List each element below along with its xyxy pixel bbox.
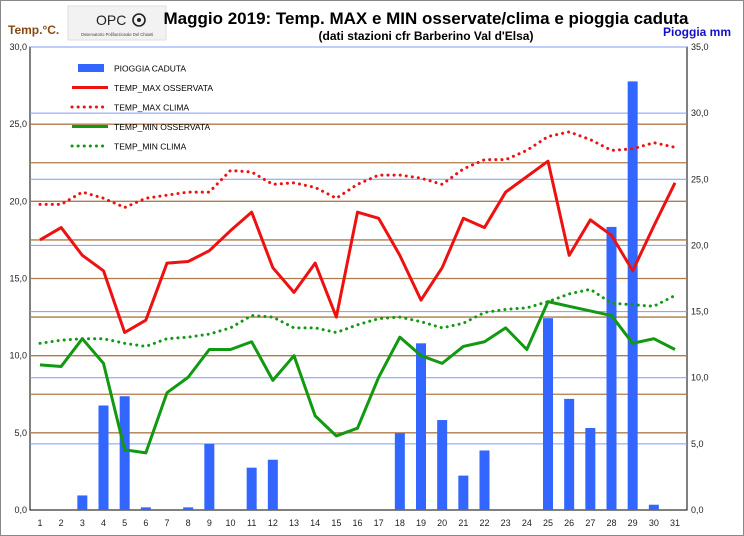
y-tick-right-label: 5,0: [691, 439, 704, 449]
legend-label: TEMP_MIN CLIMA: [114, 142, 187, 152]
y-tick-left-label: 30,0: [9, 42, 27, 52]
logo-text: OPC: [96, 12, 126, 28]
rain-bar: [204, 443, 215, 510]
rain-bar: [648, 504, 659, 510]
rain-bar: [606, 226, 617, 510]
y-tick-left-label: 25,0: [9, 119, 27, 129]
x-tick-label: 13: [289, 518, 299, 528]
x-tick-label: 30: [649, 518, 659, 528]
rain-bar: [140, 507, 151, 510]
y-tick-right-label: 15,0: [691, 307, 709, 317]
bar-series: [77, 81, 659, 510]
rain-bar: [627, 81, 638, 510]
y-tick-right-label: 0,0: [691, 505, 704, 515]
axes: 0,0 5,0 10,0 15,0 20,0 25,0 30,0 0,0 5,0 10,0 15,0…: [9, 42, 708, 528]
logo-subtext: Osservatorio Polifunzionale Del Chianti: [81, 32, 154, 37]
x-tick-label: 29: [628, 518, 638, 528]
y-axis-right-label: Pioggia mm: [663, 25, 731, 39]
rain-bar: [394, 433, 405, 510]
y-tick-left-label: 20,0: [9, 196, 27, 206]
logo: OPC Osservatorio Polifunzionale Del Chia…: [67, 5, 167, 41]
x-tick-label: 2: [59, 518, 64, 528]
y-tick-left-label: 0,0: [14, 505, 27, 515]
rain-bar: [119, 396, 130, 510]
x-tick-label: 21: [458, 518, 468, 528]
chart-title: Maggio 2019: Temp. MAX e MIN osservate/c…: [164, 9, 689, 28]
temp-min-clima-line: [38, 287, 677, 348]
x-tick-label: 27: [585, 518, 595, 528]
x-tick-label: 4: [101, 518, 106, 528]
y-axis-left-label: Temp.°C.: [8, 23, 59, 37]
x-tick-label: 17: [374, 518, 384, 528]
x-tick-label: 11: [247, 518, 256, 528]
x-tick-label: 5: [122, 518, 127, 528]
x-tick-label: 28: [606, 518, 616, 528]
rain-bar: [479, 450, 490, 510]
rain-bar: [585, 427, 596, 510]
temp-max-clima-line: [38, 130, 677, 210]
x-tick-label: 24: [522, 518, 532, 528]
temp-min-osservata-line: [39, 300, 676, 455]
x-tick-label: 8: [186, 518, 191, 528]
x-tick-label: 6: [143, 518, 148, 528]
y-tick-left-label: 10,0: [9, 351, 27, 361]
x-tick-label: 26: [564, 518, 574, 528]
logo-box: [67, 5, 167, 41]
x-tick-label: 31: [670, 518, 680, 528]
y-tick-right-label: 10,0: [691, 373, 709, 383]
y-tick-right-label: 20,0: [691, 240, 709, 250]
y-tick-right-label: 30,0: [691, 108, 709, 118]
x-tick-label: 22: [479, 518, 489, 528]
rain-bar: [267, 459, 278, 510]
rain-bar: [246, 467, 257, 510]
x-tick-label: 14: [310, 518, 320, 528]
rain-bar: [77, 495, 88, 510]
rain-bar: [437, 420, 448, 510]
x-tick-label: 25: [543, 518, 553, 528]
rain-bar: [543, 318, 553, 510]
x-tick-label: 15: [331, 518, 341, 528]
chart-subtitle: (dati stazioni cfr Barberino Val d'Elsa): [319, 29, 534, 43]
x-tick-label: 12: [268, 518, 278, 528]
x-tick-label: 19: [416, 518, 426, 528]
legend: PIOGGIA CADUTA TEMP_MAX OSSERVATA TEMP_MAX…: [70, 64, 213, 152]
legend-label: PIOGGIA CADUTA: [114, 64, 186, 74]
y-tick-left-label: 5,0: [14, 428, 27, 438]
grid: [30, 46, 687, 445]
y-tick-right-label: 25,0: [691, 174, 709, 184]
rain-bar: [564, 398, 575, 510]
rain-bar: [98, 405, 109, 510]
x-tick-label: 10: [225, 518, 235, 528]
x-tick-label: 20: [437, 518, 447, 528]
rain-bar: [183, 507, 194, 510]
y-tick-left-label: 15,0: [9, 274, 27, 284]
x-tick-label: 23: [501, 518, 511, 528]
eye-icon: [132, 13, 146, 27]
x-tick-label: 9: [207, 518, 212, 528]
rain-bar: [458, 475, 469, 510]
legend-label: TEMP_MIN OSSERVATA: [114, 122, 211, 132]
legend-label: TEMP_MAX OSSERVATA: [114, 83, 213, 93]
x-tick-label: 3: [80, 518, 85, 528]
eye-icon-pupil: [137, 18, 141, 22]
temp-max-osservata-line: [39, 159, 677, 335]
x-tick-label: 1: [37, 518, 42, 528]
x-tick-label: 7: [164, 518, 169, 528]
rain-bar: [416, 343, 426, 510]
line-series: [38, 130, 677, 455]
x-tick-label: 16: [352, 518, 362, 528]
x-tick-label: 18: [395, 518, 405, 528]
legend-label: TEMP_MAX CLIMA: [114, 103, 189, 113]
legend-swatch-bar: [78, 64, 104, 72]
y-tick-right-label: 35,0: [691, 42, 709, 52]
